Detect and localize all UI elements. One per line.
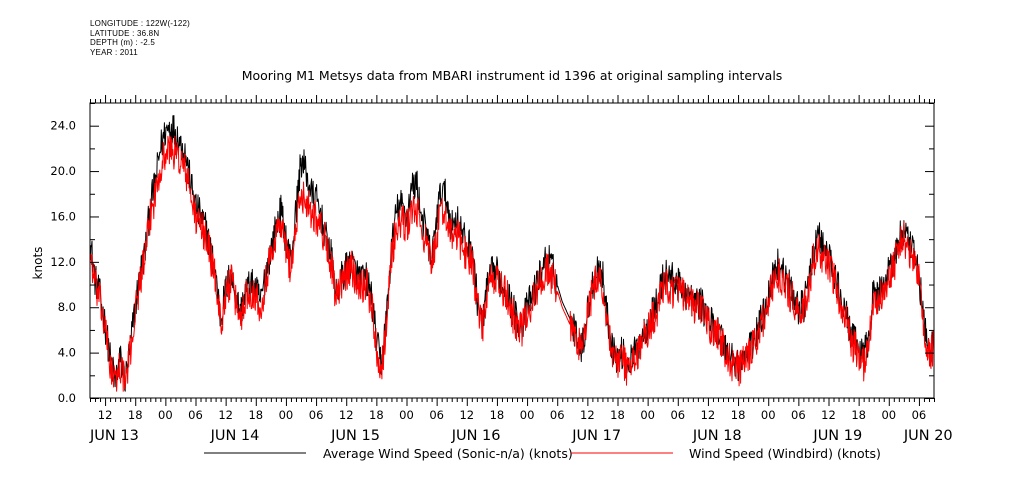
x-date-label: JUN 17 <box>571 428 621 444</box>
x-tick-label: 12 <box>580 408 595 422</box>
tick-label-layer: 0.0 4.0 8.0 12.0 16.0 20.0 24.0 12 18 00 06 12 18 00 0… <box>50 119 952 444</box>
y-axis-label: knots <box>31 247 45 280</box>
longitude-line: LONGITUDE : 122W(-122) <box>90 19 190 28</box>
x-tick-label: 00 <box>520 408 535 422</box>
x-tick-label: 00 <box>761 408 776 422</box>
latitude-line: LATITUDE : 36.8N <box>90 28 160 38</box>
x-tick-label: 00 <box>399 408 414 422</box>
x-date-label: JUN 13 <box>89 428 139 444</box>
x-tick-label: 12 <box>821 408 836 422</box>
series-line-0 <box>89 115 935 392</box>
x-tick-label: 00 <box>158 408 173 422</box>
x-tick-label: 12 <box>701 408 716 422</box>
x-tick-label: 12 <box>459 408 474 422</box>
metadata-block: LONGITUDE : 122W(-122) LATITUDE : 36.8N … <box>90 19 190 57</box>
y-tick-label: 20.0 <box>50 164 76 178</box>
legend-label-average: Average Wind Speed (Sonic-n/a) (knots) <box>323 446 573 461</box>
x-tick-label: 18 <box>610 408 625 422</box>
legend-label-windbird: Wind Speed (Windbird) (knots) <box>689 446 881 461</box>
axes-layer <box>89 95 935 406</box>
x-tick-label: 06 <box>309 408 324 422</box>
x-date-label: JUN 15 <box>330 428 380 444</box>
x-tick-label: 12 <box>218 408 233 422</box>
x-tick-label: 18 <box>851 408 866 422</box>
series-layer <box>89 115 935 392</box>
x-tick-label: 18 <box>248 408 263 422</box>
x-date-label: JUN 18 <box>692 428 742 444</box>
plot-frame <box>89 102 935 399</box>
x-tick-label: 12 <box>339 408 354 422</box>
x-date-label: JUN 14 <box>210 428 260 444</box>
y-tick-label: 24.0 <box>50 119 76 133</box>
y-tick-label: 16.0 <box>50 209 76 223</box>
x-tick-label: 00 <box>881 408 896 422</box>
x-tick-label: 06 <box>670 408 685 422</box>
x-tick-label: 18 <box>731 408 746 422</box>
x-tick-label: 06 <box>429 408 444 422</box>
x-date-label: JUN 16 <box>451 428 501 444</box>
y-tick-label: 8.0 <box>58 300 76 314</box>
x-tick-label: 18 <box>128 408 143 422</box>
series-line-1 <box>89 135 935 392</box>
y-tick-label: 0.0 <box>58 391 76 405</box>
x-tick-label: 00 <box>640 408 655 422</box>
x-date-label: JUN 20 <box>903 428 953 444</box>
legend: Average Wind Speed (Sonic-n/a) (knots) W… <box>204 446 881 461</box>
x-date-label: JUN 19 <box>812 428 862 444</box>
y-tick-label: 12.0 <box>50 255 76 269</box>
x-tick-label: 18 <box>369 408 384 422</box>
x-tick-label: 18 <box>490 408 505 422</box>
depth-line: DEPTH (m) : -2.5 <box>90 38 155 47</box>
x-tick-label: 12 <box>98 408 113 422</box>
y-tick-label: 4.0 <box>58 346 76 360</box>
x-tick-label: 06 <box>550 408 565 422</box>
year-line: YEAR : 2011 <box>90 47 138 57</box>
chart-title: Mooring M1 Metsys data from MBARI instru… <box>242 68 783 83</box>
x-tick-label: 06 <box>188 408 203 422</box>
x-tick-label: 00 <box>279 408 294 422</box>
x-tick-label: 06 <box>791 408 806 422</box>
x-tick-label: 06 <box>912 408 927 422</box>
